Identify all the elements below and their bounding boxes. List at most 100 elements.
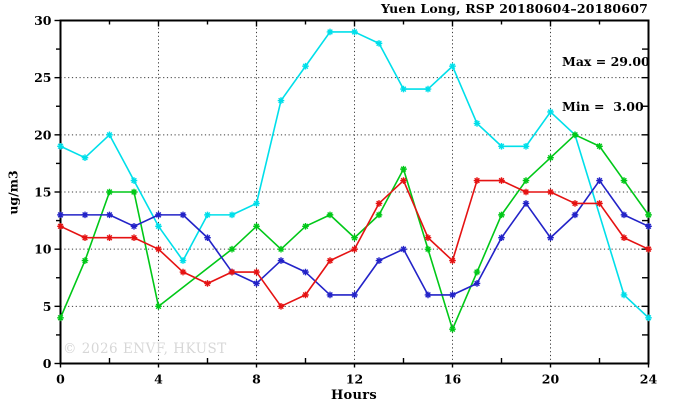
series-red-marker-core xyxy=(83,236,87,240)
series-red-marker-core xyxy=(499,178,504,183)
series-cyan-marker-core xyxy=(622,293,626,297)
series-cyan-marker-core xyxy=(524,144,528,148)
series-blue-marker-core xyxy=(646,224,651,228)
series-cyan-marker-core xyxy=(426,87,430,91)
series-blue-marker-core xyxy=(475,281,479,286)
y-tick-label: 15 xyxy=(34,185,51,200)
series-cyan-marker-core xyxy=(377,41,381,45)
series-cyan-marker-core xyxy=(107,133,112,137)
series-blue-marker-core xyxy=(205,236,210,240)
series-blue-marker-core xyxy=(548,236,553,240)
series-cyan-marker-core xyxy=(303,64,308,68)
series-red-marker-core xyxy=(303,293,308,297)
series-red-marker-core xyxy=(254,270,259,274)
series-blue-marker-core xyxy=(181,213,185,217)
y-tick-label: 25 xyxy=(34,70,51,85)
series-blue-marker-core xyxy=(107,213,112,217)
series-red-marker-core xyxy=(58,224,63,228)
series-red-marker-core xyxy=(597,201,602,206)
series-cyan-marker-core xyxy=(401,87,406,91)
series-cyan xyxy=(57,28,652,322)
series-green-marker-core xyxy=(132,190,136,194)
series-blue-marker-core xyxy=(58,213,63,217)
series-red-marker-core xyxy=(328,259,332,263)
series-green-marker-core xyxy=(450,327,455,331)
series-green-marker-core xyxy=(303,224,308,228)
series-red-marker-core xyxy=(426,236,430,240)
series-red-marker-core xyxy=(450,259,455,263)
series-green-marker-core xyxy=(524,178,528,183)
maxmin-annotation: Max = 29.00 Min = 3.00 xyxy=(562,24,650,144)
series-green-marker-core xyxy=(328,213,332,217)
series-red-marker-core xyxy=(132,236,136,240)
series-green-marker-core xyxy=(401,167,406,171)
series-cyan-marker-core xyxy=(499,144,504,148)
series-blue xyxy=(57,177,652,299)
series-cyan-marker-core xyxy=(475,121,479,125)
series-red-marker-core xyxy=(524,190,528,194)
series-blue-marker-core xyxy=(303,270,308,274)
series-cyan-marker-core xyxy=(646,316,651,320)
watermark: © 2026 ENVF, HKUST xyxy=(63,341,227,357)
series-blue-marker-core xyxy=(132,224,136,228)
series-red-marker-core xyxy=(401,178,406,183)
series-red-marker-core xyxy=(377,201,381,206)
series-blue-marker-core xyxy=(254,281,259,286)
axis-ticks xyxy=(54,19,650,368)
tick-labels: 0 5 10 15 20 25 30 0 4 8 12 16 20 24 xyxy=(34,13,657,387)
series-red-marker-core xyxy=(107,236,112,240)
series-red-marker-core xyxy=(230,270,234,274)
series-green-marker-core xyxy=(573,133,577,137)
series-red-marker-core xyxy=(181,270,185,274)
series-blue-marker-core xyxy=(328,293,332,297)
series-green-marker-core xyxy=(426,247,430,251)
series-cyan-marker-core xyxy=(450,64,455,68)
series-blue-marker-core xyxy=(426,293,430,297)
series-green-marker-core xyxy=(83,259,87,263)
series-green-marker-core xyxy=(475,270,479,274)
series-cyan-marker-core xyxy=(156,224,161,228)
series-blue-marker-core xyxy=(499,236,504,240)
series-green-marker-core xyxy=(622,178,626,183)
series-green-marker-core xyxy=(107,190,112,194)
x-tick-label: 0 xyxy=(56,372,65,387)
series-green xyxy=(57,131,652,333)
series-green-marker-core xyxy=(499,213,504,217)
series-blue-marker-core xyxy=(156,213,161,217)
series-green-marker-core xyxy=(646,213,651,217)
x-tick-label: 16 xyxy=(444,372,462,387)
y-tick-label: 20 xyxy=(34,127,52,142)
series-red-marker-core xyxy=(573,201,577,206)
y-axis-label: ug/m3 xyxy=(5,170,21,215)
gridlines xyxy=(60,20,649,364)
series-cyan-marker-core xyxy=(205,213,210,217)
y-tick-label: 30 xyxy=(34,13,52,28)
series-cyan-marker-core xyxy=(181,259,185,263)
series-red-marker-core xyxy=(622,236,626,240)
series-cyan-marker-core xyxy=(83,156,87,160)
series-green-marker-core xyxy=(254,224,259,228)
series-red-marker-core xyxy=(279,304,283,308)
series-cyan-marker-core xyxy=(279,98,283,103)
series-red-marker-core xyxy=(646,247,651,251)
series-green-marker-core xyxy=(377,213,381,217)
series-cyan-marker-core xyxy=(132,178,136,183)
series-cyan-marker-core xyxy=(58,144,63,148)
series-blue-marker-core xyxy=(401,247,406,251)
series-blue-marker-core xyxy=(279,259,283,263)
series-green-marker-core xyxy=(279,247,283,251)
series-cyan-marker-core xyxy=(352,30,357,34)
series-blue-marker-core xyxy=(573,213,577,217)
series-blue-marker-core xyxy=(524,201,528,206)
series-blue-marker-core xyxy=(622,213,626,217)
x-axis-label: Hours xyxy=(330,388,378,403)
series-red-marker-core xyxy=(205,281,210,286)
series-blue-marker-core xyxy=(83,213,87,217)
y-tick-label: 0 xyxy=(43,356,52,371)
series-green-marker-core xyxy=(548,156,553,160)
x-tick-label: 24 xyxy=(640,372,658,387)
x-tick-label: 4 xyxy=(154,372,163,387)
series-cyan-marker-core xyxy=(548,110,553,114)
series-cyan-marker-core xyxy=(230,213,234,217)
